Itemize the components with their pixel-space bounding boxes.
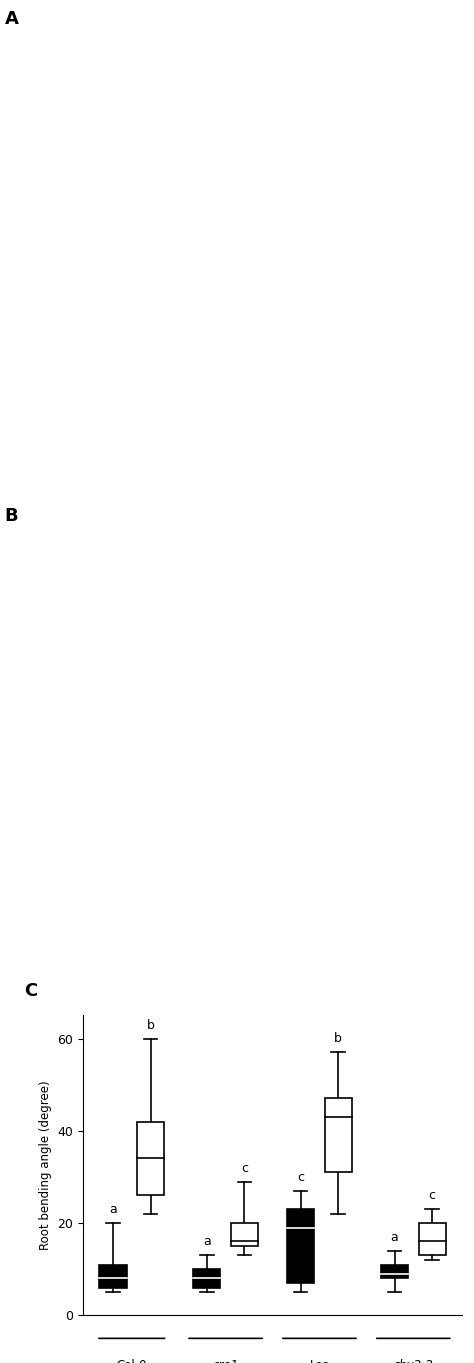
Text: b: b: [334, 1032, 342, 1045]
Bar: [193, 1269, 220, 1288]
Text: shy2-2: shy2-2: [393, 1359, 433, 1363]
Bar: [381, 1265, 408, 1278]
Text: b: b: [146, 1018, 155, 1032]
Y-axis label: Root bending angle (degree): Root bending angle (degree): [39, 1081, 52, 1250]
Text: cre1
ahk1: cre1 ahk1: [211, 1359, 240, 1363]
Text: A: A: [5, 10, 18, 27]
Text: a: a: [391, 1231, 399, 1244]
Text: a: a: [109, 1204, 117, 1216]
Text: c: c: [241, 1161, 248, 1175]
Text: c: c: [297, 1171, 304, 1184]
Text: a: a: [203, 1235, 211, 1249]
Bar: [287, 1209, 314, 1283]
Text: B: B: [5, 507, 18, 525]
Bar: [137, 1122, 164, 1195]
Bar: [419, 1223, 446, 1255]
Bar: [231, 1223, 258, 1246]
Text: Ler: Ler: [310, 1359, 329, 1363]
Bar: [325, 1099, 352, 1172]
Text: Col-0: Col-0: [117, 1359, 147, 1363]
Text: C: C: [24, 983, 37, 1000]
Text: c: c: [428, 1190, 436, 1202]
Bar: [100, 1265, 127, 1288]
